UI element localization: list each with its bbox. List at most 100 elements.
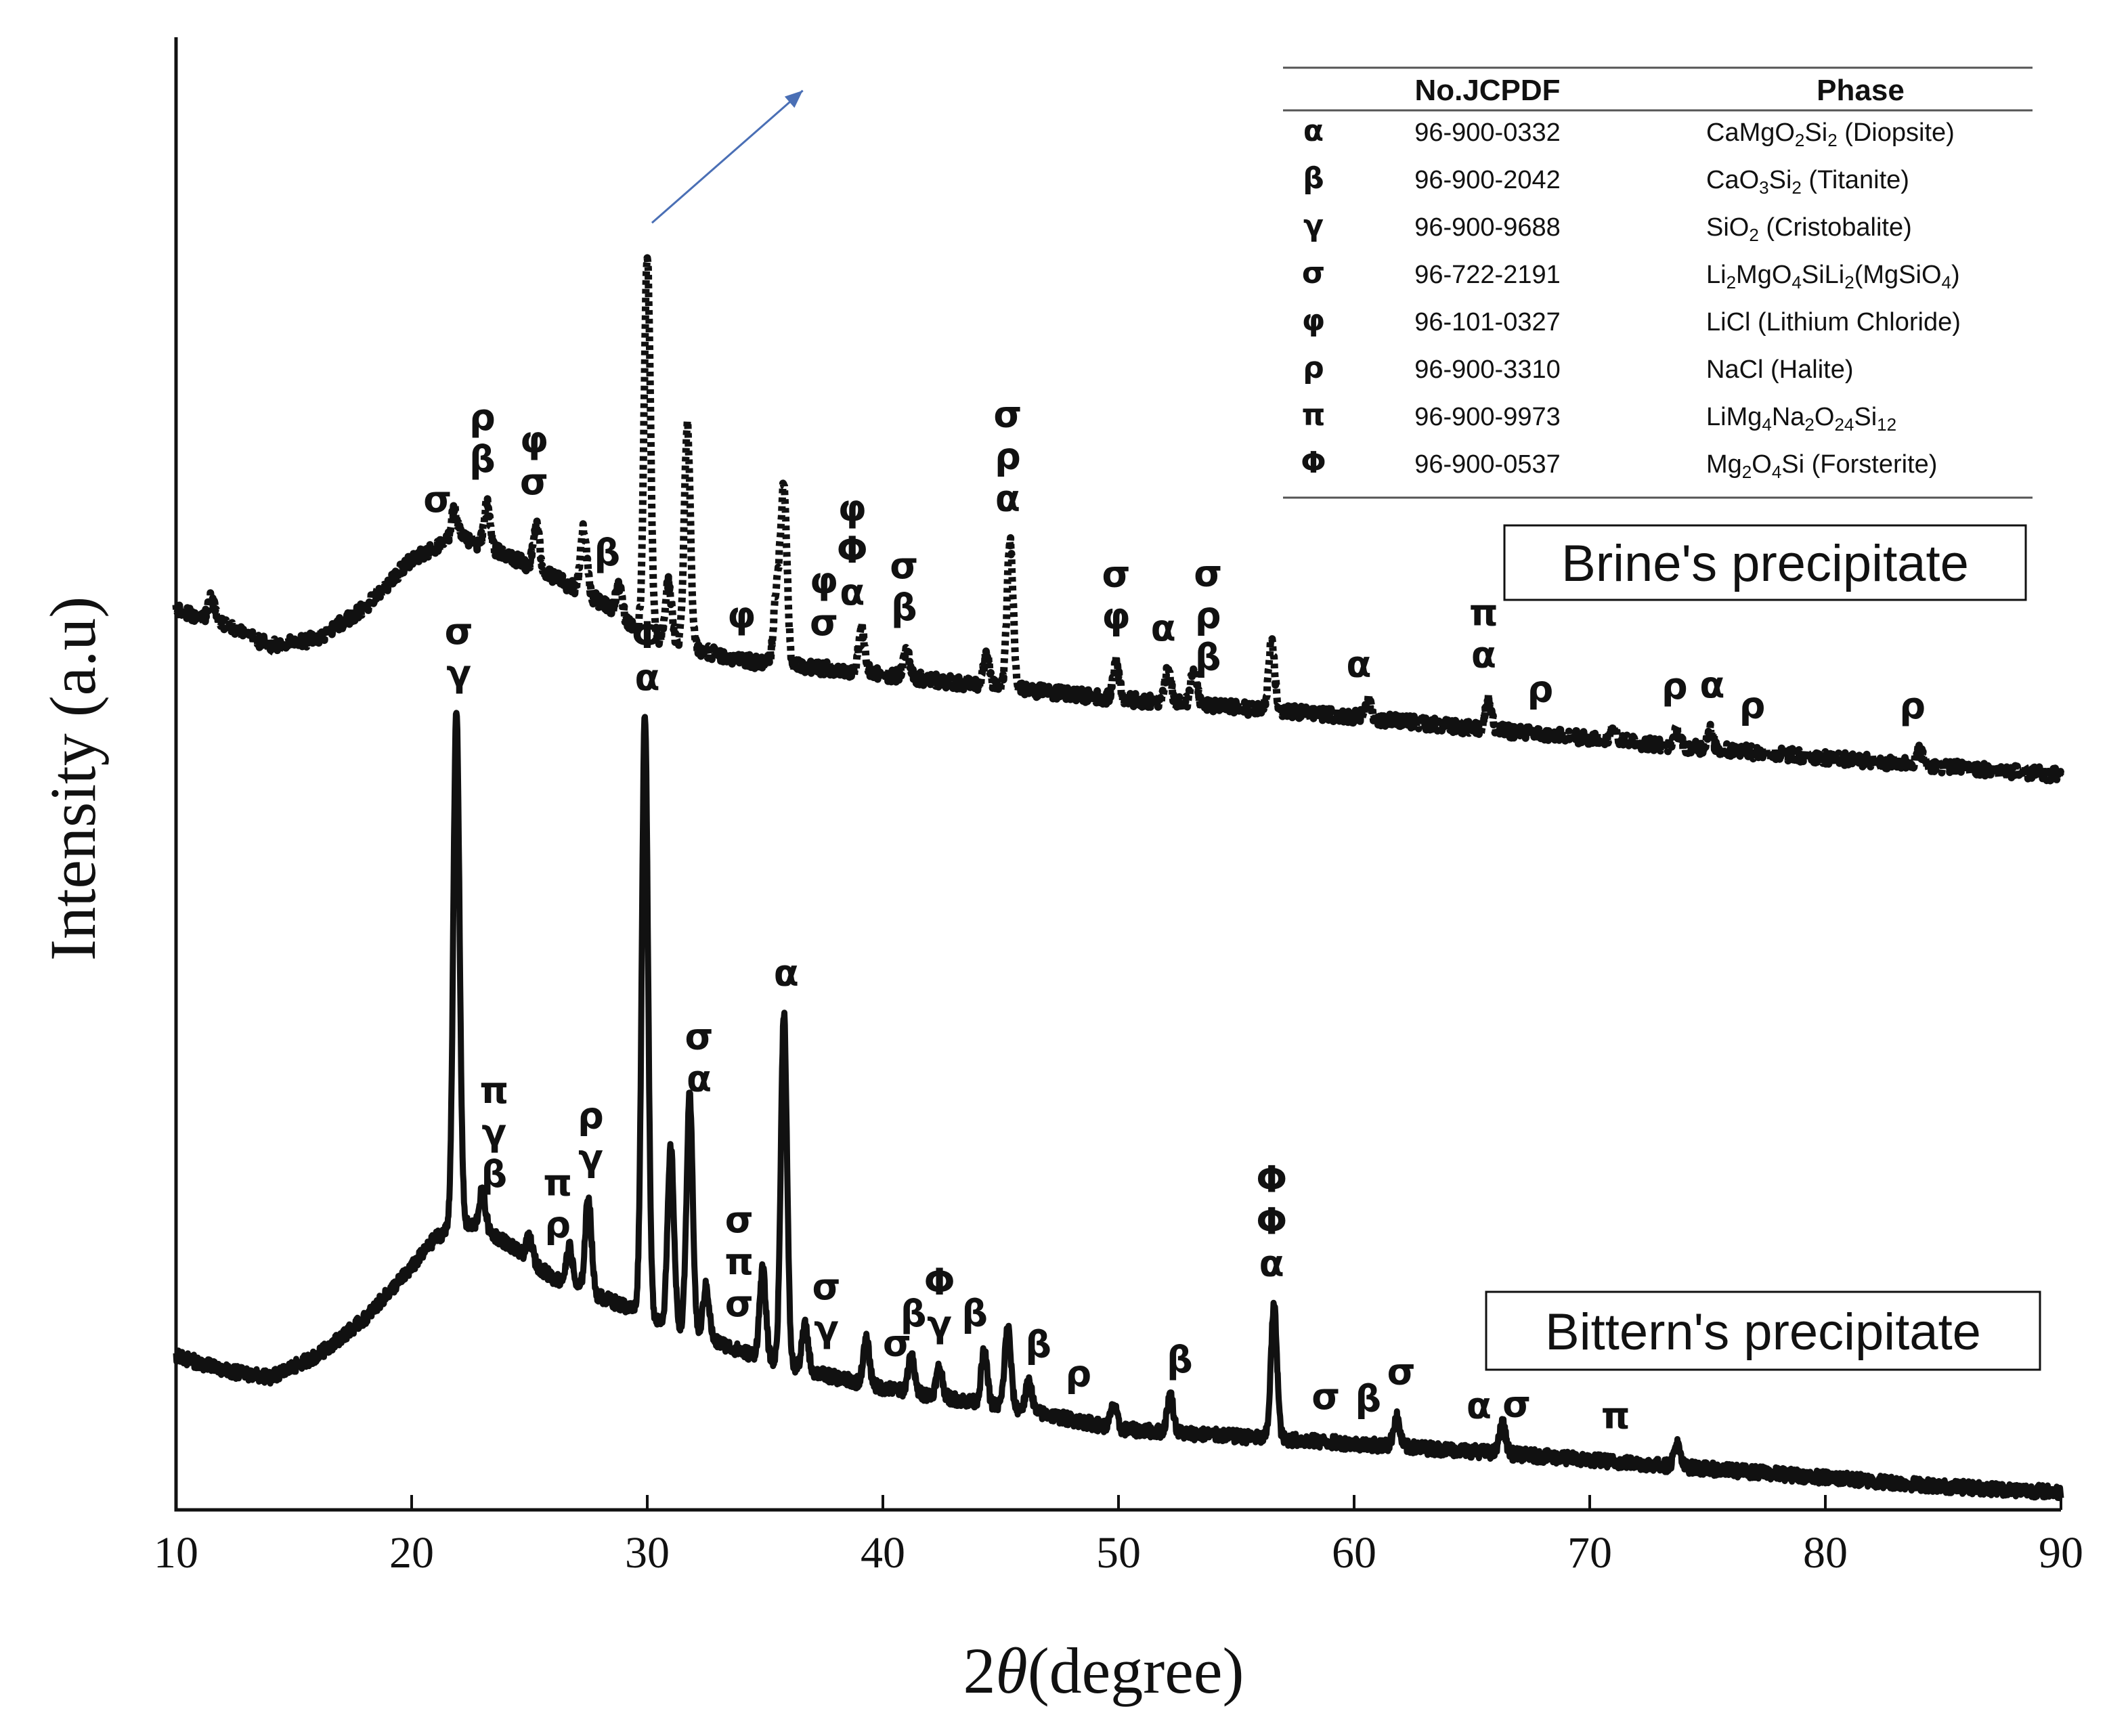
peak-label: φ [520, 418, 548, 461]
peak-label: π [1601, 1395, 1630, 1437]
legend-phase-part: 2 [1804, 414, 1814, 435]
legend-row-phase: NaCl (Halite) [1706, 355, 1853, 384]
legend-row-symbol: α [1303, 114, 1324, 148]
peak-label: β [891, 586, 917, 629]
peak-label: σ [812, 1265, 840, 1308]
peak-label: ρ [578, 1095, 604, 1137]
legend-phase-part: (MgSiO [1854, 261, 1942, 289]
legend-phase-part: O [1815, 403, 1835, 431]
peak-label: ρ [1899, 685, 1926, 727]
peak-label-group: φ [727, 594, 756, 636]
peak-label-group: σβ [890, 544, 918, 629]
annotation-arrow-line [651, 89, 804, 224]
peak-label-group: σρβ [1194, 552, 1222, 678]
peak-label-group: Φγ [924, 1261, 955, 1345]
peak-label: γ [481, 1111, 506, 1154]
peak-label: β [469, 438, 496, 481]
legend-row-phase: Mg2O4Si (Forsterite) [1706, 450, 1937, 482]
peak-label: σ [1102, 553, 1130, 596]
x-axis-title-prefix: 2 [963, 1634, 996, 1707]
legend-phase-part: Si [1769, 166, 1792, 194]
peak-label-group: ρ [1527, 668, 1554, 710]
peak-label: π [1469, 592, 1498, 634]
legend-header-phase: Phase [1817, 74, 1905, 107]
peak-label: σ [725, 1198, 754, 1241]
legend-phase-part: CaMgO [1706, 118, 1795, 147]
peak-label-group: σγ [445, 610, 473, 695]
peak-label: α [840, 571, 865, 613]
peak-label-group: σπσ [724, 1198, 754, 1325]
bittern-series-label-box [1485, 1290, 2041, 1371]
peak-label: φ [810, 559, 838, 602]
peak-label-group: α [1467, 1384, 1492, 1427]
peak-label: ρ [1066, 1353, 1092, 1395]
legend-row: γ 96-900-9688 SiO2 (Cristobalite) [1303, 209, 1912, 245]
peak-label: β [1195, 636, 1221, 678]
peak-label: α [1699, 664, 1724, 706]
legend-phase-part: LiCl (Lithium Chloride) [1706, 308, 1961, 337]
peak-label: σ [445, 610, 473, 653]
brine-series-label-box [1503, 524, 2027, 601]
peak-label: π [724, 1240, 754, 1283]
legend-phase-part: NaCl (Halite) [1706, 355, 1853, 384]
peak-label: Φ [1256, 1200, 1287, 1242]
legend-phase-part: SiLi [1802, 261, 1844, 289]
legend-row: π 96-900-9973 LiMg4Na2O24Si12 [1302, 398, 1897, 435]
peak-label-group: σ [1387, 1350, 1416, 1393]
peak-label: ρ [1661, 665, 1688, 708]
peak-label-group: Φα [632, 614, 663, 699]
legend-row: ρ 96-900-3310 NaCl (Halite) [1303, 351, 1853, 385]
brine-series-line [172, 254, 2065, 785]
bittern-series-label: Bittern's precipitate [1545, 1303, 1981, 1361]
legend-row: α 96-900-0332 CaMgO2Si2 (Diopsite) [1303, 114, 1955, 150]
peak-label-group: σα [685, 1016, 714, 1100]
peak-label: φ [838, 487, 867, 529]
legend-row: Φ 96-900-0537 Mg2O4Si (Forsterite) [1301, 446, 1937, 482]
peak-label-group: β [1355, 1378, 1382, 1420]
peak-label: α [995, 477, 1020, 519]
x-axis-title: 2θ(degree) [963, 1634, 1244, 1707]
peak-label: σ [810, 601, 838, 644]
peak-label-group: ρ [1899, 685, 1926, 727]
peak-label-group: φΦα [837, 487, 868, 613]
legend-phase-part: 2 [1795, 130, 1804, 150]
peak-label-group: ργ [578, 1095, 604, 1179]
peak-label-group: ρ [1739, 685, 1766, 727]
legend-row-symbol: ρ [1303, 351, 1324, 385]
peak-label: α [774, 952, 799, 995]
legend-phase-part: 2 [1742, 462, 1752, 482]
peak-label: Φ [924, 1261, 955, 1303]
peak-label: π [543, 1161, 572, 1204]
legend-row: β 96-900-2042 CaO3Si2 (Titanite) [1303, 161, 1909, 198]
x-tick-label: 60 [1332, 1528, 1376, 1578]
peak-label: ρ [1527, 668, 1554, 710]
peak-label: β [1167, 1339, 1193, 1381]
peak-label: β [1355, 1378, 1382, 1420]
peak-label: ρ [469, 396, 496, 439]
legend-phase-part: Si [1804, 118, 1827, 147]
legend-row-phase: LiCl (Lithium Chloride) [1706, 308, 1961, 337]
peak-label: σ [993, 393, 1022, 435]
legend-phase-part: 2 [1844, 272, 1854, 292]
legend-phase-part: SiO [1706, 213, 1749, 242]
phase-legend-table: No.JCPDF Phase α 96-900-0332 CaMgO2Si2 (Di… [1278, 61, 2054, 501]
peak-label-group: β [1025, 1323, 1051, 1366]
peak-label: β [1025, 1323, 1051, 1366]
legend-phase-part: 4 [1762, 414, 1771, 435]
axes: 10 20 30 40 50 60 70 80 90 [154, 37, 2083, 1578]
peak-label: β [961, 1293, 988, 1335]
legend-phase-part: LiMg [1706, 403, 1762, 431]
legend-row-symbol: γ [1303, 209, 1324, 243]
peak-label-group: φσ [810, 559, 838, 644]
x-tick-label: 30 [625, 1528, 670, 1578]
peak-label: γ [814, 1307, 839, 1350]
x-tick-label: 50 [1096, 1528, 1141, 1578]
legend-header-code: No.JCPDF [1414, 74, 1560, 107]
legend-phase-part: 3 [1759, 177, 1768, 198]
legend-row-symbol: φ [1302, 303, 1325, 338]
legend-phase-part: ) [1951, 261, 1960, 289]
peak-label-group: β [594, 531, 621, 574]
legend-row-symbol: β [1303, 161, 1324, 196]
legend-row-phase: LiMg4Na2O24Si12 [1706, 403, 1896, 435]
peak-label: α [1151, 607, 1176, 649]
